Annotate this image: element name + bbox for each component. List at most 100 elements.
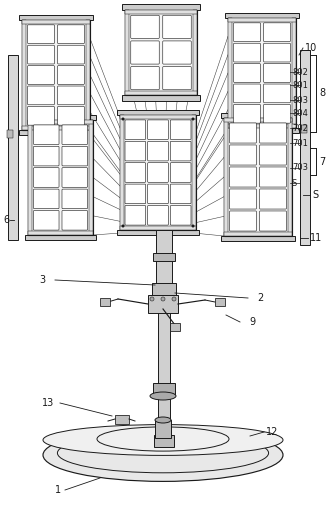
FancyBboxPatch shape — [163, 15, 191, 39]
FancyBboxPatch shape — [260, 123, 286, 143]
FancyBboxPatch shape — [264, 23, 290, 42]
Bar — [154, 435, 174, 447]
Bar — [148, 295, 178, 313]
FancyBboxPatch shape — [125, 184, 145, 204]
FancyBboxPatch shape — [131, 41, 159, 64]
Bar — [300, 50, 310, 245]
Bar — [225, 13, 299, 18]
Ellipse shape — [155, 417, 171, 423]
Bar — [288, 118, 292, 236]
FancyBboxPatch shape — [264, 43, 290, 62]
Circle shape — [122, 118, 125, 121]
FancyBboxPatch shape — [125, 205, 145, 225]
Text: 702: 702 — [292, 124, 308, 132]
Bar — [125, 10, 197, 95]
Bar — [117, 110, 199, 115]
FancyBboxPatch shape — [57, 45, 84, 64]
FancyBboxPatch shape — [229, 189, 256, 209]
Bar — [120, 115, 124, 230]
FancyBboxPatch shape — [170, 163, 191, 183]
FancyBboxPatch shape — [131, 15, 159, 39]
FancyBboxPatch shape — [234, 104, 260, 123]
FancyBboxPatch shape — [28, 86, 54, 105]
FancyBboxPatch shape — [260, 145, 286, 165]
Circle shape — [172, 297, 176, 301]
Bar — [221, 236, 295, 241]
Bar — [301, 125, 307, 133]
Bar — [120, 115, 196, 230]
FancyBboxPatch shape — [264, 84, 290, 103]
Text: 801: 801 — [292, 81, 308, 90]
Circle shape — [192, 118, 195, 121]
Bar — [117, 230, 199, 235]
FancyBboxPatch shape — [28, 65, 54, 84]
FancyBboxPatch shape — [34, 147, 59, 166]
Bar — [122, 95, 200, 101]
Bar — [225, 128, 299, 133]
Bar — [221, 113, 295, 118]
Bar — [224, 118, 228, 236]
FancyBboxPatch shape — [163, 41, 191, 64]
FancyBboxPatch shape — [57, 65, 84, 84]
Bar — [125, 10, 129, 95]
Circle shape — [192, 225, 195, 228]
FancyBboxPatch shape — [148, 205, 168, 225]
Bar — [228, 18, 296, 128]
FancyBboxPatch shape — [234, 84, 260, 103]
FancyBboxPatch shape — [62, 210, 87, 230]
FancyBboxPatch shape — [234, 64, 260, 82]
FancyBboxPatch shape — [34, 210, 59, 230]
Bar — [19, 15, 93, 20]
FancyBboxPatch shape — [62, 125, 87, 144]
Bar — [89, 120, 93, 235]
FancyBboxPatch shape — [264, 64, 290, 82]
Bar — [28, 231, 93, 235]
Bar — [28, 120, 93, 124]
Text: 7: 7 — [319, 157, 325, 167]
FancyBboxPatch shape — [229, 123, 256, 143]
Bar — [122, 4, 200, 10]
FancyBboxPatch shape — [125, 163, 145, 183]
Ellipse shape — [43, 424, 283, 455]
Bar — [215, 298, 225, 306]
Bar — [228, 18, 296, 22]
Text: 804: 804 — [292, 108, 308, 118]
Bar — [7, 130, 13, 138]
FancyBboxPatch shape — [148, 141, 168, 161]
Circle shape — [161, 297, 165, 301]
Bar — [292, 18, 296, 128]
Bar — [22, 126, 90, 130]
Bar — [125, 91, 197, 95]
Circle shape — [150, 297, 154, 301]
Bar — [86, 20, 90, 130]
Bar — [153, 383, 175, 395]
FancyBboxPatch shape — [229, 145, 256, 165]
FancyBboxPatch shape — [28, 45, 54, 64]
FancyBboxPatch shape — [170, 184, 191, 204]
Text: 12: 12 — [266, 427, 278, 437]
FancyBboxPatch shape — [170, 205, 191, 225]
FancyBboxPatch shape — [229, 167, 256, 187]
Bar — [158, 395, 170, 440]
Text: 802: 802 — [292, 67, 308, 77]
Bar — [193, 10, 197, 95]
FancyBboxPatch shape — [57, 106, 84, 125]
Bar — [156, 230, 172, 285]
FancyBboxPatch shape — [28, 106, 54, 125]
Text: S: S — [312, 190, 318, 200]
FancyBboxPatch shape — [260, 211, 286, 231]
Bar — [8, 55, 18, 240]
FancyBboxPatch shape — [234, 23, 260, 42]
Text: 13: 13 — [42, 398, 54, 408]
Bar — [22, 20, 90, 24]
Text: 2: 2 — [257, 293, 263, 303]
Bar — [228, 18, 232, 128]
Text: 803: 803 — [292, 95, 308, 104]
FancyBboxPatch shape — [148, 120, 168, 139]
Bar — [153, 253, 175, 261]
Bar — [224, 118, 292, 236]
FancyBboxPatch shape — [34, 125, 59, 144]
Ellipse shape — [43, 428, 283, 482]
Text: 703: 703 — [292, 163, 308, 172]
Text: S: S — [292, 178, 297, 188]
